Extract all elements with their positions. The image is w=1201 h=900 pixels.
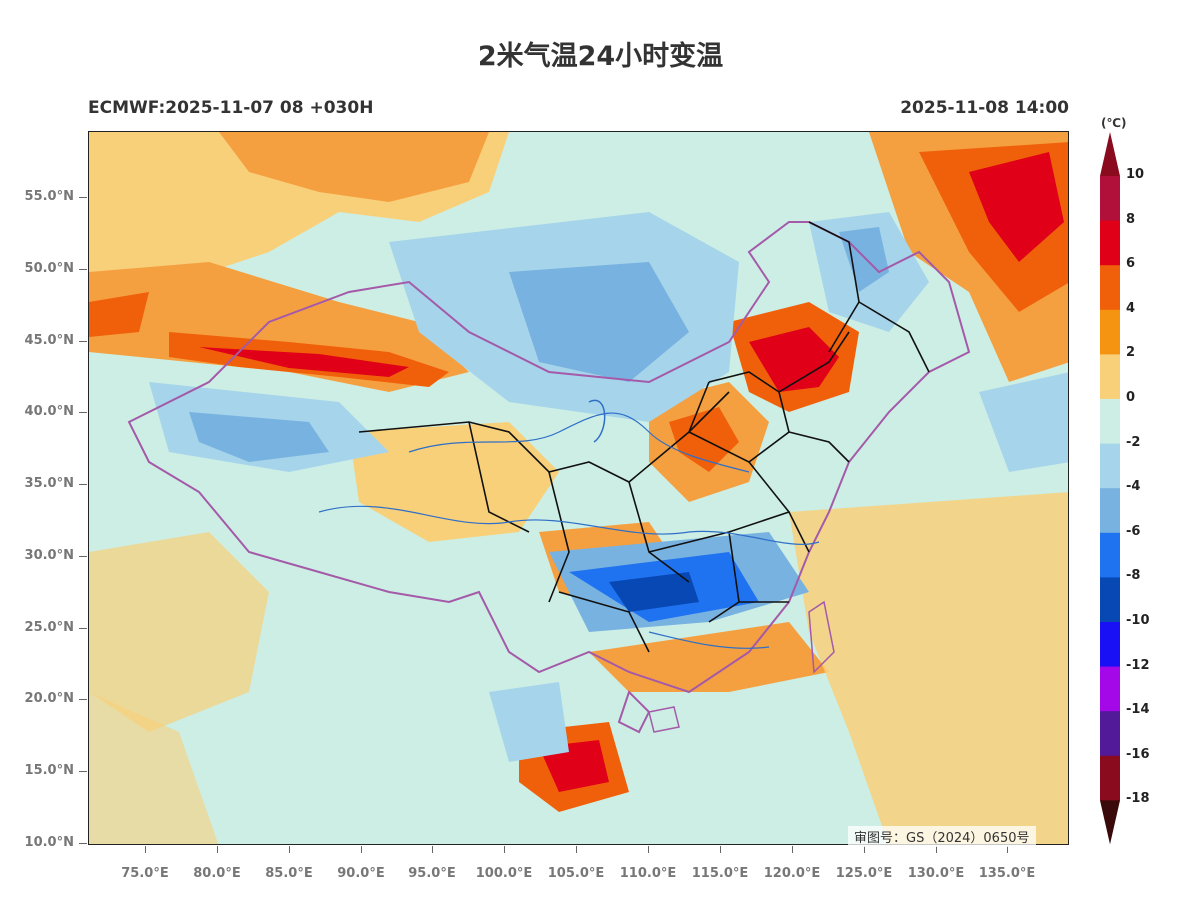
colorbar: [1100, 132, 1120, 845]
colorbar-segment: [1100, 666, 1120, 712]
lon-tick-mark: [145, 846, 146, 853]
lat-tick-label: 20.0°N: [24, 691, 74, 706]
lat-tick-mark: [79, 197, 87, 198]
colorbar-tick-label: -12: [1126, 657, 1150, 673]
colorbar-top-cap: [1100, 132, 1120, 176]
colorbar-tick-label: 8: [1126, 211, 1136, 227]
lon-tick-label: 125.0°E: [835, 866, 893, 881]
lat-tick-label: 55.0°N: [24, 189, 74, 204]
colorbar-tick-label: -8: [1126, 568, 1141, 584]
lat-tick-mark: [79, 843, 87, 844]
colorbar-segment: [1100, 443, 1120, 489]
colorbar-segment: [1100, 532, 1120, 578]
lon-tick-mark: [361, 846, 362, 853]
lon-tick-mark: [792, 846, 793, 853]
lat-tick-mark: [79, 771, 87, 772]
lon-tick-label: 115.0°E: [691, 866, 749, 881]
lon-tick-mark: [289, 846, 290, 853]
lon-tick-label: 105.0°E: [547, 866, 605, 881]
lon-tick-label: 100.0°E: [475, 866, 533, 881]
lon-tick-label: 95.0°E: [408, 866, 456, 881]
lon-tick-mark: [720, 846, 721, 853]
colorbar-segment: [1100, 488, 1120, 534]
lon-tick-label: 75.0°E: [121, 866, 169, 881]
lon-tick-label: 80.0°E: [193, 866, 241, 881]
map-canvas[interactable]: [88, 131, 1069, 845]
colorbar-tick-label: 4: [1126, 300, 1136, 316]
lon-tick-label: 130.0°E: [907, 866, 965, 881]
lat-tick-mark: [79, 269, 87, 270]
lon-tick-mark: [648, 846, 649, 853]
lon-tick-mark: [432, 846, 433, 853]
colorbar-tick-label: 6: [1126, 256, 1136, 272]
colorbar-segment: [1100, 755, 1120, 801]
colorbar-segment: [1100, 354, 1120, 400]
lat-tick-label: 35.0°N: [24, 476, 74, 491]
lon-tick-label: 120.0°E: [763, 866, 821, 881]
colorbar-tick-label: 2: [1126, 345, 1136, 361]
map-title: 2米气温24小时变温: [477, 41, 724, 72]
colorbar-segment: [1100, 176, 1120, 222]
colorbar-segment: [1100, 220, 1120, 266]
lat-tick-label: 25.0°N: [24, 620, 74, 635]
lon-tick-label: 110.0°E: [619, 866, 677, 881]
lon-tick-mark: [217, 846, 218, 853]
temperature-change-field: [89, 132, 1068, 844]
lat-tick-label: 10.0°N: [24, 835, 74, 850]
colorbar-tick-label: -6: [1126, 523, 1141, 539]
lon-tick-label: 135.0°E: [978, 866, 1036, 881]
lat-tick-mark: [79, 556, 87, 557]
colorbar-tick-label: -10: [1126, 613, 1150, 628]
colorbar-segment: [1100, 265, 1120, 311]
colorbar-segment: [1100, 309, 1120, 355]
valid-time-label: 2025-11-08 14:00: [900, 98, 1069, 118]
lat-tick-mark: [79, 341, 87, 342]
colorbar-tick-label: -4: [1126, 479, 1141, 495]
colorbar-bottom-cap: [1100, 800, 1120, 845]
lon-tick-label: 85.0°E: [265, 866, 313, 881]
model-run-label: ECMWF:2025-11-07 08 +030H: [88, 98, 374, 118]
lat-tick-mark: [79, 628, 87, 629]
lon-tick-mark: [576, 846, 577, 853]
lat-tick-mark: [79, 412, 87, 413]
lat-tick-mark: [79, 484, 87, 485]
lon-tick-mark: [504, 846, 505, 853]
colorbar-tick-label: -14: [1126, 702, 1150, 718]
lat-tick-label: 50.0°N: [24, 261, 74, 276]
lat-tick-mark: [79, 699, 87, 700]
lon-tick-mark: [936, 846, 937, 853]
lat-tick-label: 15.0°N: [24, 763, 74, 778]
colorbar-unit: (℃): [1101, 116, 1127, 130]
lat-tick-label: 40.0°N: [24, 404, 74, 419]
colorbar-segment: [1100, 622, 1120, 668]
lat-tick-label: 30.0°N: [24, 548, 74, 563]
lon-tick-mark: [864, 846, 865, 853]
map-review-number: 审图号：GS（2024）0650号: [848, 826, 1036, 847]
lon-tick-label: 90.0°E: [337, 866, 385, 881]
colorbar-segment: [1100, 577, 1120, 623]
colorbar-tick-label: -18: [1126, 791, 1150, 807]
colorbar-tick-label: -2: [1126, 434, 1141, 450]
colorbar-tick-label: 0: [1126, 390, 1136, 405]
colorbar-tick-label: -16: [1126, 746, 1150, 762]
colorbar-tick-label: 10: [1126, 167, 1145, 182]
colorbar-segment: [1100, 711, 1120, 757]
lat-tick-label: 45.0°N: [24, 333, 74, 348]
colorbar-segment: [1100, 399, 1120, 445]
lon-tick-mark: [1007, 846, 1008, 853]
